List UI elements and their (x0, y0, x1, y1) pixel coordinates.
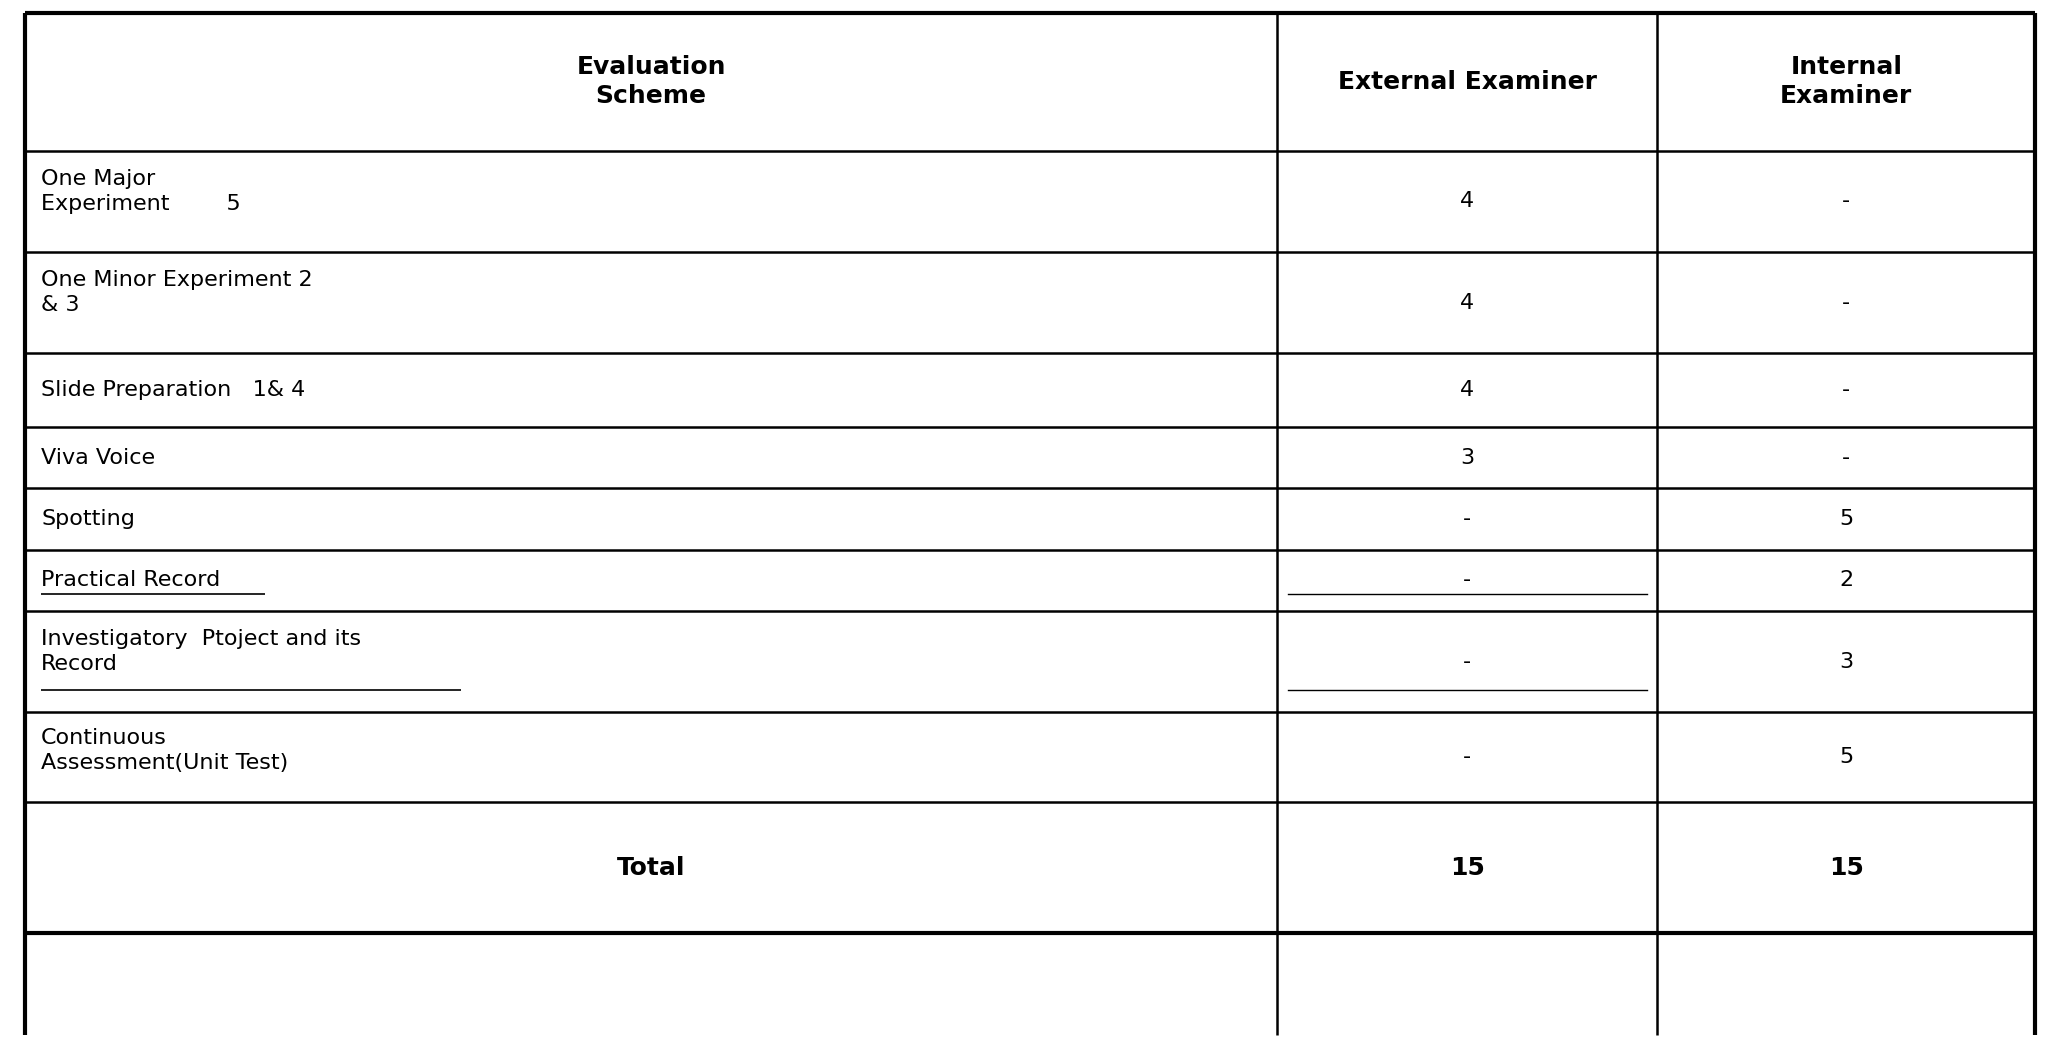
Text: -: - (1842, 447, 1850, 467)
Text: 15: 15 (1450, 855, 1485, 879)
Text: 4: 4 (1461, 292, 1475, 312)
Text: 4: 4 (1461, 192, 1475, 212)
Text: -: - (1842, 192, 1850, 212)
Text: Continuous
Assessment(Unit Test): Continuous Assessment(Unit Test) (41, 728, 288, 773)
Text: Investigatory  Ptoject and its
Record: Investigatory Ptoject and its Record (41, 629, 360, 674)
Text: Viva Voice: Viva Voice (41, 447, 154, 467)
Text: Spotting: Spotting (41, 509, 136, 529)
Text: 5: 5 (1840, 747, 1854, 767)
Text: External Examiner: External Examiner (1337, 69, 1596, 93)
Text: Total: Total (616, 855, 686, 879)
Text: 15: 15 (1829, 855, 1864, 879)
Text: 3: 3 (1840, 652, 1854, 672)
Text: One Minor Experiment 2
& 3: One Minor Experiment 2 & 3 (41, 270, 313, 315)
Text: 4: 4 (1461, 380, 1475, 400)
Text: Evaluation
Scheme: Evaluation Scheme (577, 54, 725, 109)
Text: -: - (1842, 292, 1850, 312)
Text: Slide Preparation   1& 4: Slide Preparation 1& 4 (41, 380, 305, 400)
Text: -: - (1463, 570, 1471, 590)
Text: -: - (1463, 747, 1471, 767)
Text: 3: 3 (1461, 447, 1475, 467)
Text: -: - (1463, 652, 1471, 672)
Text: Internal
Examiner: Internal Examiner (1780, 54, 1912, 109)
Text: 2: 2 (1840, 570, 1854, 590)
Text: -: - (1842, 380, 1850, 400)
Text: One Major
Experiment        5: One Major Experiment 5 (41, 169, 241, 214)
Text: Practical Record: Practical Record (41, 570, 220, 590)
Text: -: - (1463, 509, 1471, 529)
Text: 5: 5 (1840, 509, 1854, 529)
